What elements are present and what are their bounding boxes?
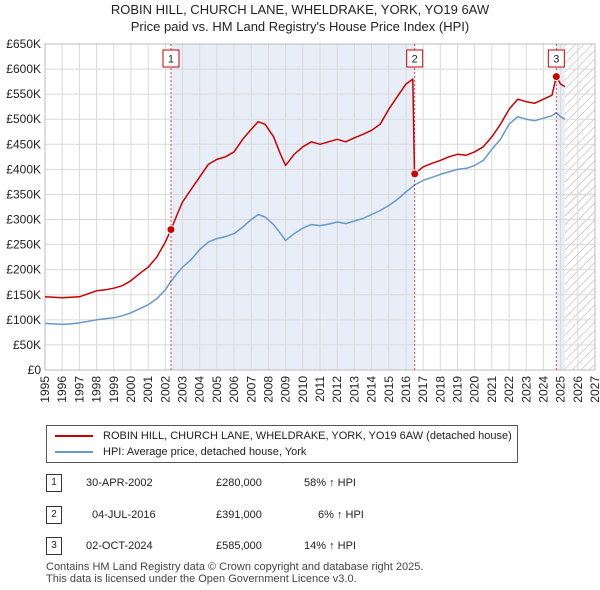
x-tick-label: 2018 [433,376,447,403]
sale-label: 3 [553,54,559,66]
legend-label-property: ROBIN HILL, CHURCH LANE, WHELDRAKE, YORK… [103,430,512,442]
sale-date: 02-OCT-2024 [86,540,153,552]
x-tick-label: 2009 [279,376,293,403]
y-tick-label: £600K [6,62,41,76]
x-tick-label: 1998 [90,376,104,403]
legend-item-hpi: HPI: Average price, detached house, York [55,444,306,460]
x-tick-label: 2013 [347,376,361,403]
x-tick-label: 2004 [193,376,207,403]
x-tick-label: 1999 [107,376,121,403]
x-tick-label: 2005 [210,376,224,403]
chart-subtitle: Price paid vs. HM Land Registry's House … [130,19,470,34]
x-tick-label: 2012 [330,376,344,403]
x-tick-label: 2003 [176,376,190,403]
plot-frame [44,43,596,371]
sale-price: £585,000 [216,540,262,552]
y-tick-label: £200K [6,263,41,277]
x-tick-label: 2020 [468,376,482,403]
chart-title: ROBIN HILL, CHURCH LANE, WHELDRAKE, YORK… [110,2,490,17]
sale-point [551,72,561,82]
x-tick-label: 2024 [536,376,550,403]
y-tick-label: £250K [6,238,41,252]
sale-point [410,169,420,179]
table-row: 3 02-OCT-2024 £585,000 14% ↑ HPI [46,537,566,557]
y-tick-label: £400K [6,162,41,176]
x-tick-label: 1995 [38,376,52,403]
legend-swatch-hpi [55,451,93,453]
legend-swatch-property [55,435,93,437]
table-row: 1 30-APR-2002 £280,000 58% ↑ HPI [46,474,566,494]
y-tick-label: £50K [13,338,41,352]
x-tick-label: 2007 [244,376,258,403]
x-tick-label: 2006 [227,376,241,403]
y-tick-label: £500K [6,112,41,126]
x-tick-label: 1997 [72,376,86,403]
hpi-line [44,111,566,326]
y-tick-label: £650K [6,37,41,51]
y-tick-label: £550K [6,87,41,101]
x-tick-label: 2000 [124,376,138,403]
x-tick-label: 2017 [416,376,430,403]
y-tick-label: £450K [6,137,41,151]
licence-line: This data is licensed under the Open Gov… [46,573,357,585]
chart-legend: ROBIN HILL, CHURCH LANE, WHELDRAKE, YORK… [46,425,518,463]
y-tick-label: £150K [6,288,41,302]
x-tick-label: 2008 [261,376,275,403]
copyright-line: Contains HM Land Registry data © Crown c… [46,561,424,573]
sale-point [166,225,176,235]
x-tick-label: 2002 [158,376,172,403]
sale-price: £391,000 [216,509,262,521]
legend-item-property: ROBIN HILL, CHURCH LANE, WHELDRAKE, YORK… [55,428,512,444]
ownership-band [170,44,415,370]
y-tick-label: £0 [28,363,42,377]
sale-price: £280,000 [216,477,262,489]
y-tick-label: £100K [6,313,41,327]
footer: Contains HM Land Registry data © Crown c… [46,561,423,585]
sale-number: 1 [46,474,62,492]
forecast-hatch [564,44,595,370]
sale-label-box [547,49,565,68]
table-row: 2 04-JUL-2016 £391,000 6% ↑ HPI [46,506,566,526]
x-tick-label: 2019 [451,376,465,403]
sale-number: 3 [46,537,62,555]
x-tick-label: 2026 [571,376,585,403]
sale-label-box [406,49,424,68]
sale-label-box [162,49,180,68]
x-tick-label: 2011 [313,376,327,402]
sale-label: 1 [168,54,174,66]
sale-hpi-change: 6% ↑ HPI [318,509,364,521]
x-tick-label: 2014 [365,376,379,403]
y-tick-label: £300K [6,213,41,227]
x-tick-label: 2023 [519,376,533,403]
x-tick-label: 1996 [55,376,69,403]
legend-label-hpi: HPI: Average price, detached house, York [103,446,307,458]
y-tick-label: £350K [6,187,41,201]
sale-label: 2 [412,54,418,66]
property-price-line [44,75,566,299]
x-tick-label: 2015 [382,376,396,403]
sale-hpi-change: 14% ↑ HPI [304,540,356,552]
price-chart: £0 £50K £100K £150K £200K £250K £300K £350K £400… [6,37,600,403]
x-tick-label: 2022 [502,376,516,403]
sale-hpi-change: 58% ↑ HPI [304,477,356,489]
x-tick-label: 2021 [485,376,499,403]
sale-number: 2 [46,506,62,524]
x-tick-label: 2027 [588,376,600,403]
sale-date: 04-JUL-2016 [92,509,156,521]
sale-date: 30-APR-2002 [86,477,153,489]
x-tick-label: 2010 [296,376,310,403]
x-tick-label: 2001 [141,376,155,403]
x-tick-label: 2025 [554,376,568,403]
x-tick-label: 2016 [399,376,413,403]
